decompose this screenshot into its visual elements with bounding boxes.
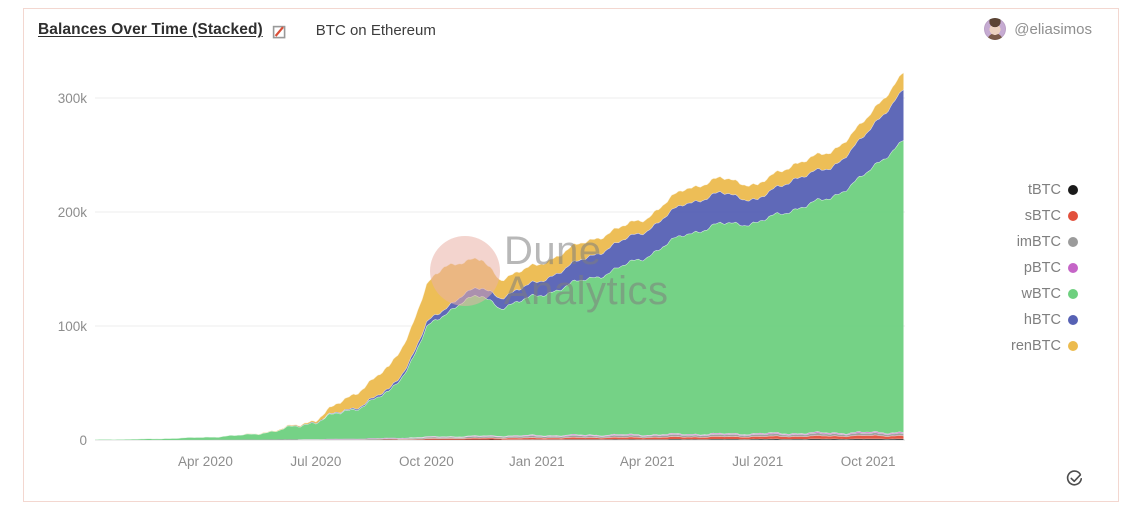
legend-item-renbtc[interactable]: renBTC <box>1011 335 1078 356</box>
author-handle[interactable]: @eliasimos <box>1014 20 1092 38</box>
chart-title-link[interactable]: Balances Over Time (Stacked) <box>38 21 263 38</box>
area-wBTC <box>95 140 904 440</box>
verified-check-icon <box>1065 469 1084 493</box>
legend-dot <box>1068 262 1078 273</box>
x-tick-label: Oct 2021 <box>841 454 896 469</box>
author-avatar[interactable] <box>984 18 1007 40</box>
legend-item-imbtc[interactable]: imBTC <box>1011 231 1078 252</box>
author-badge: @eliasimos <box>984 18 1092 40</box>
x-tick-label: Apr 2020 <box>178 454 233 469</box>
area-imBTC <box>95 432 904 440</box>
legend-label: sBTC <box>1024 207 1061 224</box>
chart-subtitle: BTC on Ethereum <box>315 21 436 39</box>
area-sBTC <box>95 434 904 440</box>
y-tick-label: 0 <box>79 433 87 448</box>
area-edge-sBTC <box>397 434 904 440</box>
x-tick-label: Jul 2020 <box>290 454 341 469</box>
x-tick-label: Oct 2020 <box>399 454 454 469</box>
legend-item-pbtc[interactable]: pBTC <box>1011 257 1078 278</box>
legend-label: pBTC <box>1023 259 1061 276</box>
x-tick-label: Jan 2021 <box>509 454 565 469</box>
legend-dot <box>1068 288 1078 299</box>
legend-item-wbtc[interactable]: wBTC <box>1011 283 1078 304</box>
legend-item-tbtc[interactable]: tBTC <box>1011 179 1078 200</box>
legend-dot <box>1068 314 1078 325</box>
x-tick-label: Apr 2021 <box>620 454 675 469</box>
query-link-icon[interactable] <box>272 24 287 39</box>
legend-label: imBTC <box>1016 233 1061 250</box>
legend-dot <box>1068 340 1078 351</box>
y-tick-label: 200k <box>58 205 88 220</box>
legend-item-hbtc[interactable]: hBTC <box>1011 309 1078 330</box>
legend-dot <box>1068 210 1078 221</box>
y-tick-label: 300k <box>58 91 88 106</box>
legend-dot <box>1068 184 1078 195</box>
y-tick-label: 100k <box>58 319 88 334</box>
chart-legend: tBTC sBTC imBTC pBTC wBTC hBTC renBTC <box>1011 179 1078 356</box>
chart-header: Balances Over Time (Stacked) BTC on Ethe… <box>38 21 436 39</box>
x-tick-label: Jul 2021 <box>732 454 783 469</box>
legend-label: tBTC <box>1027 181 1061 198</box>
legend-dot <box>1068 236 1078 247</box>
area-edge-renBTC <box>282 72 904 430</box>
legend-label: renBTC <box>1011 337 1061 354</box>
legend-item-sbtc[interactable]: sBTC <box>1011 205 1078 226</box>
legend-label: hBTC <box>1023 311 1061 328</box>
legend-label: wBTC <box>1021 285 1061 302</box>
